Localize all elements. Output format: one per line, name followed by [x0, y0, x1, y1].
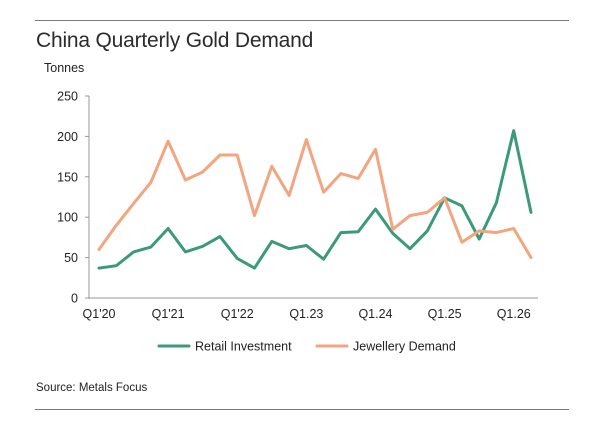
series-layer	[97, 129, 533, 270]
x-tick-label: Q1'21	[152, 307, 185, 321]
x-tick-label: Q1.25	[428, 307, 462, 321]
x-tick-label: Q1.23	[289, 307, 323, 321]
x-tick-label: Q1'22	[221, 307, 254, 321]
legend-label-jewellery-demand: Jewellery Demand	[353, 340, 456, 354]
chart-title: China Quarterly Gold Demand	[36, 29, 314, 52]
y-tick-label: 0	[71, 292, 78, 306]
series-line-retail-investment	[97, 129, 533, 270]
x-axis: Q1'20 Q1'21 Q1'22 Q1.23 Q1.24 Q1.25 Q1.26	[83, 297, 538, 321]
x-tick-label: Q1.26	[497, 307, 531, 321]
legend-label-retail-investment: Retail Investment	[195, 340, 292, 354]
x-tick-label: Q1'20	[83, 307, 116, 321]
y-axis-unit-label: Tonnes	[44, 61, 85, 75]
top-rule	[35, 20, 569, 21]
y-tick-label: 150	[57, 170, 78, 184]
bottom-rule	[35, 409, 569, 410]
series-line-jewellery-demand	[97, 138, 533, 260]
source-note: Source: Metals Focus	[36, 382, 148, 394]
x-tick-label: Q1.24	[358, 307, 392, 321]
legend: Retail Investment Jewellery Demand	[157, 340, 456, 354]
y-axis: 0 50 100 150 200 250	[57, 90, 90, 306]
y-tick-label: 100	[57, 211, 78, 225]
y-tick-label: 200	[57, 130, 78, 144]
y-tick-label: 50	[64, 251, 78, 265]
y-tick-label: 250	[57, 90, 78, 104]
